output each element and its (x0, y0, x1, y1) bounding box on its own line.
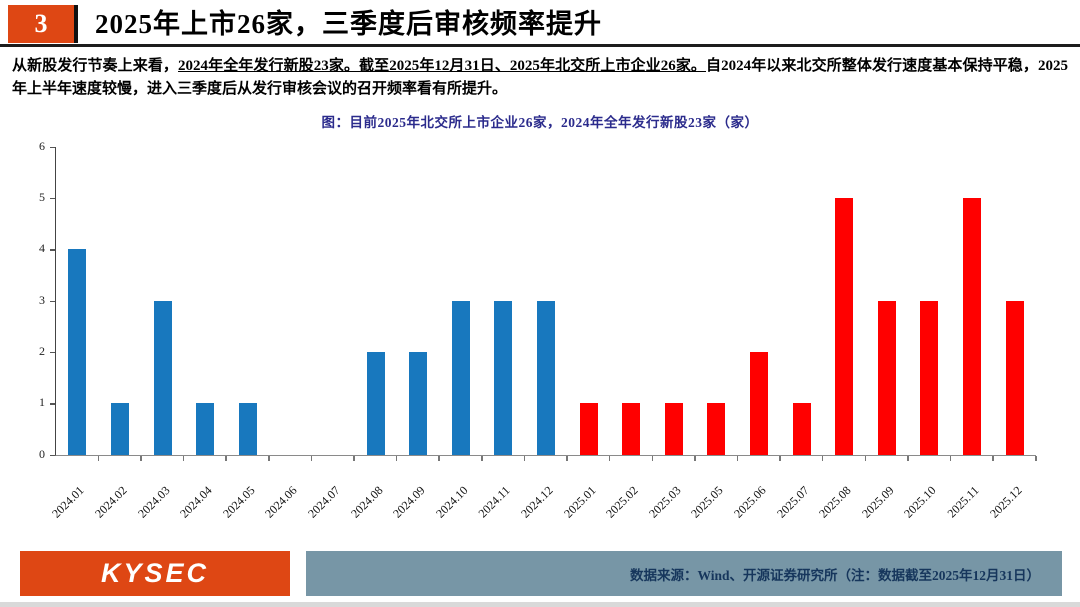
x-axis-tick-mark (225, 455, 227, 461)
x-axis-tick-mark (566, 455, 568, 461)
x-axis-tick-mark (864, 455, 867, 461)
bar-2024.01 (68, 249, 87, 455)
bar-2025.11 (963, 197, 982, 455)
bar-2025.12 (1005, 300, 1024, 455)
page-title: 2025年上市26家，三季度后审核频率提升 (95, 9, 602, 39)
y-axis-tick-mark (50, 249, 55, 251)
x-axis-tick-mark (182, 455, 185, 461)
x-axis-tick-mark (992, 455, 994, 461)
bar-2024.03 (153, 300, 172, 455)
bar-chart: 0 1 2 3 4 5 6 2024.01 2024.02 2024.03 2024.04 2024.… (0, 133, 1080, 525)
slide-number-badge: 3 (8, 5, 78, 43)
x-axis-tick-mark (821, 455, 824, 461)
bar-2024.04 (196, 403, 215, 455)
source-bar: 数据来源：Wind、开源证券研究所（注：数据截至2025年12月31日） (306, 551, 1062, 596)
x-axis-tick-mark (736, 455, 739, 461)
summary-paragraph: 从新股发行节奏上来看，2024年全年发行新股23家。截至2025年12月31日、… (12, 55, 1068, 102)
bottom-edge-strip (0, 602, 1080, 607)
x-axis-tick-mark (310, 455, 313, 461)
header-divider (0, 44, 1080, 47)
summary-lead: 从新股发行节奏上来看， (12, 58, 179, 74)
y-axis-tick-mark (50, 146, 55, 148)
x-axis-tick-mark (949, 455, 952, 461)
x-axis-tick-mark (523, 455, 526, 461)
bar-2025.08 (835, 197, 854, 455)
summary-underlined: 2024年全年发行新股23家。截至2025年12月31日、2025年北交所上市企… (178, 58, 707, 74)
bar-2024.09 (409, 351, 428, 455)
x-axis-tick-mark (779, 455, 781, 461)
x-axis-tick-mark (481, 455, 483, 461)
y-axis-tick-label: 4 (39, 241, 45, 256)
bar-2025.06 (750, 351, 769, 455)
y-axis-tick-mark (50, 197, 55, 200)
data-source-note: 数据来源：Wind、开源证券研究所（注：数据截至2025年12月31日） (629, 567, 1040, 583)
y-axis-tick-label: 1 (39, 395, 45, 410)
y-axis-tick-mark (50, 454, 55, 456)
kysec-logo: KYSEC (20, 551, 290, 596)
x-axis-tick-mark (608, 455, 611, 461)
bar-2024.12 (537, 300, 555, 455)
y-axis-tick-label: 5 (39, 189, 45, 204)
bar-2025.02 (622, 403, 641, 455)
x-axis-tick-mark (97, 455, 100, 461)
bar-2024.05 (238, 403, 257, 455)
bar-2025.09 (877, 300, 896, 455)
x-axis-tick-mark (907, 455, 909, 461)
bar-2025.01 (579, 403, 598, 455)
x-axis-tick-mark (353, 455, 355, 461)
slide-footer: KYSEC 数据来源：Wind、开源证券研究所（注：数据截至2025年12月31… (20, 551, 1062, 596)
x-axis-tick-mark (438, 455, 440, 461)
y-axis-tick-mark (50, 351, 55, 354)
slide-header: 3 2025年上市26家，三季度后审核频率提升 (0, 0, 1080, 47)
bar-2024.08 (366, 351, 385, 455)
kysec-logo-text: KYSEC (100, 558, 210, 588)
y-axis-tick-label: 6 (39, 138, 45, 153)
chart-plot-area (55, 146, 1036, 456)
bar-2024.11 (494, 300, 513, 455)
x-axis-tick-mark (1035, 455, 1037, 461)
y-axis-tick-mark (50, 403, 55, 405)
bar-2025.10 (920, 300, 939, 455)
x-axis-tick-mark (694, 455, 696, 461)
x-axis-tick-mark (395, 455, 398, 461)
y-axis-tick-label: 0 (39, 446, 45, 461)
x-axis-tick-mark (268, 455, 270, 461)
summary-rest: 自2024年以来北交所整体发行速度基本保持平稳，2025年上半年速度较慢，进入三… (12, 58, 1068, 98)
y-axis-tick-label: 3 (39, 292, 45, 307)
y-axis-tick-label: 2 (39, 343, 45, 358)
y-axis-tick-mark (50, 300, 55, 302)
chart-title: 图：目前2025年北交所上市企业26家，2024年全年发行新股23家（家） (321, 114, 759, 130)
bar-2025.07 (792, 403, 811, 455)
x-axis-tick-mark (651, 455, 654, 461)
bar-2025.03 (664, 403, 683, 455)
bar-2024.10 (451, 300, 470, 455)
x-axis-tick-mark (140, 455, 142, 461)
bar-2025.05 (707, 403, 726, 455)
bar-2024.02 (110, 403, 129, 455)
